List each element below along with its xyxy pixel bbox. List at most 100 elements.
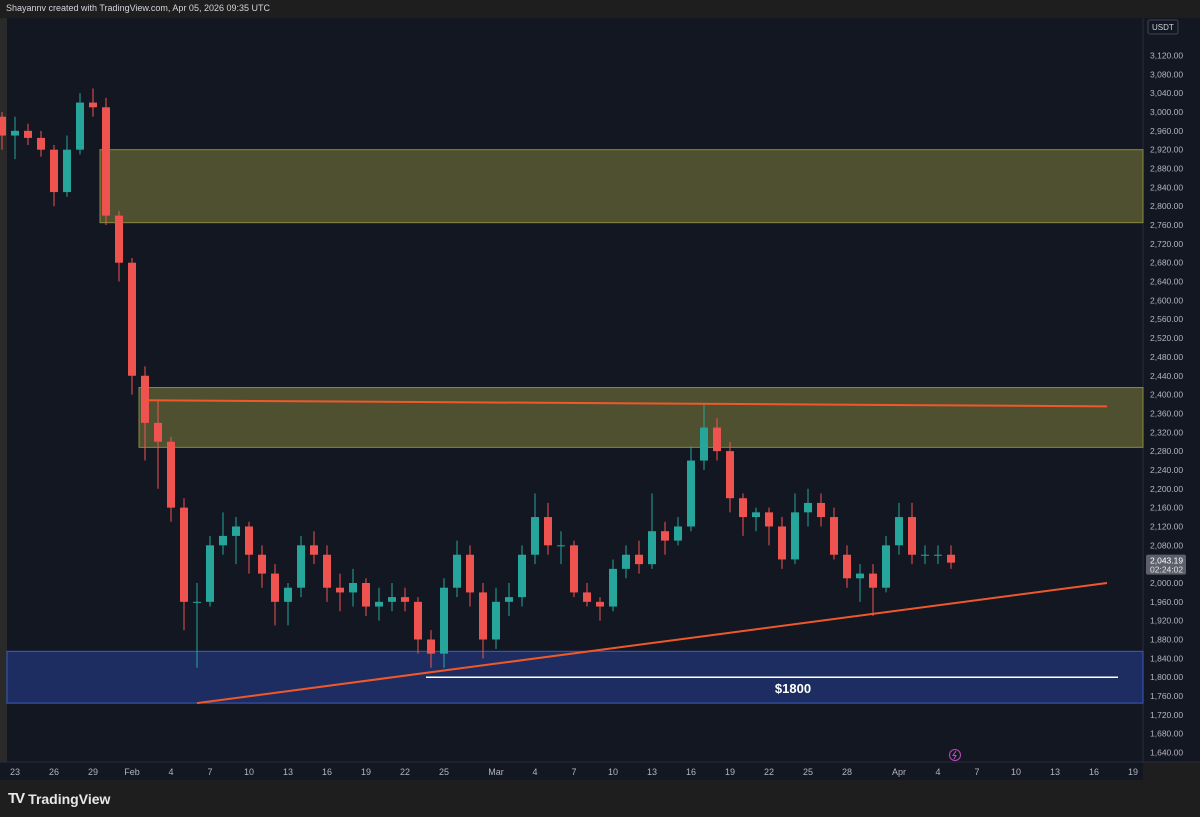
candle-body — [700, 427, 708, 461]
y-tick-label: 2,920.00 — [1150, 145, 1183, 155]
lightning-icon — [949, 749, 961, 761]
candle-body — [245, 526, 253, 555]
candle-body — [687, 460, 695, 527]
candle-body — [791, 512, 799, 560]
y-tick-label: 2,080.00 — [1150, 540, 1183, 550]
candle-body — [362, 583, 370, 607]
candle-body — [739, 498, 747, 518]
candle-body — [648, 531, 656, 565]
candle-body — [609, 568, 617, 607]
candle-body — [193, 601, 201, 603]
candle-body — [323, 554, 331, 588]
x-tick-label: Apr — [892, 767, 906, 777]
y-tick-label: 1,920.00 — [1150, 616, 1183, 626]
candle-body — [388, 597, 396, 602]
candle-body — [375, 601, 383, 607]
y-tick-label: 1,840.00 — [1150, 653, 1183, 663]
candle-body — [63, 149, 71, 193]
candle-body — [180, 507, 188, 602]
candle-body — [401, 597, 409, 602]
candle-body — [947, 554, 955, 563]
bar-countdown: 02:24:02 — [1150, 565, 1183, 575]
candle-body — [557, 545, 565, 547]
x-tick-label: 7 — [974, 767, 979, 777]
candle-body — [674, 526, 682, 541]
candle-body — [128, 262, 136, 376]
x-tick-label: 16 — [686, 767, 696, 777]
x-tick-label: 10 — [1011, 767, 1021, 777]
y-tick-label: 2,600.00 — [1150, 295, 1183, 305]
candle-body — [622, 554, 630, 569]
currency-label: USDT — [1152, 23, 1174, 32]
x-tick-label: 25 — [439, 767, 449, 777]
candle-body — [518, 554, 526, 598]
resistance-trendline — [144, 399, 1108, 408]
x-tick-label: Mar — [488, 767, 504, 777]
candle-body — [492, 601, 500, 640]
y-tick-label: 3,080.00 — [1150, 69, 1183, 79]
y-tick-label: 1,800.00 — [1150, 672, 1183, 682]
y-tick-label: 1,760.00 — [1150, 691, 1183, 701]
x-tick-label: 13 — [283, 767, 293, 777]
supply-zone — [99, 149, 1144, 224]
candle-body — [713, 427, 721, 452]
x-tick-label: 13 — [1050, 767, 1060, 777]
price-axis — [1143, 18, 1200, 762]
x-tick-label: 4 — [935, 767, 940, 777]
y-tick-label: 3,040.00 — [1150, 88, 1183, 98]
y-tick-label: 1,640.00 — [1150, 748, 1183, 758]
x-tick-label: Feb — [124, 767, 140, 777]
x-tick-label: 16 — [1089, 767, 1099, 777]
candle-body — [232, 526, 240, 536]
y-tick-label: 2,160.00 — [1150, 503, 1183, 513]
y-tick-label: 2,480.00 — [1150, 352, 1183, 362]
candle-body — [154, 422, 162, 442]
y-tick-label: 2,320.00 — [1150, 427, 1183, 437]
candle-body — [544, 517, 552, 546]
last-price-value: 2,043.19 — [1150, 556, 1183, 566]
y-tick-label: 2,000.00 — [1150, 578, 1183, 588]
candle-body — [24, 130, 32, 138]
candle-body — [310, 545, 318, 555]
y-tick-label: 2,120.00 — [1150, 521, 1183, 531]
x-tick-label: 4 — [532, 767, 537, 777]
y-tick-label: 2,360.00 — [1150, 408, 1183, 418]
y-tick-label: 1,880.00 — [1150, 635, 1183, 645]
y-tick-label: 2,560.00 — [1150, 314, 1183, 324]
last-price-badge — [1146, 554, 1186, 575]
candle-body — [76, 102, 84, 150]
lightning-bolt-icon — [952, 750, 957, 760]
support-trendline — [196, 582, 1108, 705]
brand-name: TradingView — [28, 790, 111, 807]
y-tick-label: 2,720.00 — [1150, 239, 1183, 249]
candle-body — [0, 116, 6, 136]
y-tick-label: 2,440.00 — [1150, 371, 1183, 381]
candle-body — [206, 545, 214, 602]
y-tick-label: 2,400.00 — [1150, 390, 1183, 400]
x-tick-label: 26 — [49, 767, 59, 777]
candle-body — [752, 512, 760, 518]
supply-zone — [138, 387, 1144, 448]
left-edge — [0, 18, 7, 762]
x-tick-label: 10 — [244, 767, 254, 777]
tradingview-logo[interactable]: TV TradingView — [8, 790, 110, 807]
candle-body — [115, 215, 123, 263]
x-tick-label: 23 — [10, 767, 20, 777]
candle-body — [570, 545, 578, 593]
candle-body — [271, 573, 279, 602]
x-tick-label: 7 — [571, 767, 576, 777]
candle-body — [297, 545, 305, 588]
candle-body — [453, 554, 461, 588]
x-tick-label: 28 — [842, 767, 852, 777]
x-tick-label: 25 — [803, 767, 813, 777]
candle-body — [908, 517, 916, 555]
candle-body — [635, 554, 643, 565]
candle-body — [817, 502, 825, 518]
x-tick-label: 29 — [88, 767, 98, 777]
candle-body — [804, 502, 812, 513]
y-tick-label: 2,200.00 — [1150, 484, 1183, 494]
x-tick-label: 19 — [1128, 767, 1138, 777]
x-tick-label: 22 — [400, 767, 410, 777]
x-tick-label: 10 — [608, 767, 618, 777]
